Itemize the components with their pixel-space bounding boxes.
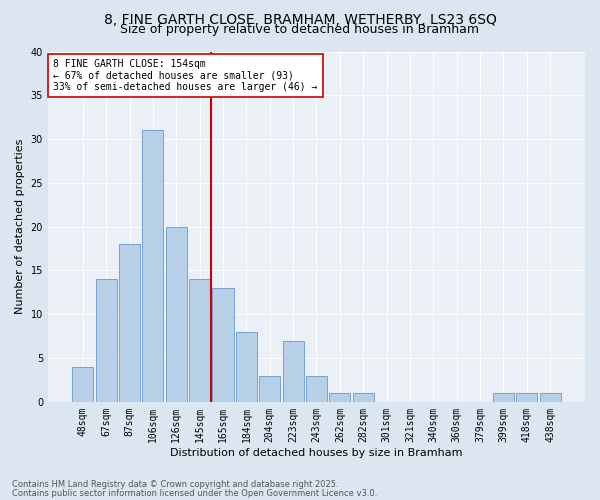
Bar xyxy=(259,376,280,402)
Bar xyxy=(283,340,304,402)
Bar xyxy=(142,130,163,402)
Bar xyxy=(353,393,374,402)
Text: Contains public sector information licensed under the Open Government Licence v3: Contains public sector information licen… xyxy=(12,488,377,498)
Bar xyxy=(236,332,257,402)
Text: 8 FINE GARTH CLOSE: 154sqm
← 67% of detached houses are smaller (93)
33% of semi: 8 FINE GARTH CLOSE: 154sqm ← 67% of deta… xyxy=(53,58,317,92)
Bar xyxy=(306,376,327,402)
Bar xyxy=(166,226,187,402)
Text: Size of property relative to detached houses in Bramham: Size of property relative to detached ho… xyxy=(121,22,479,36)
Bar xyxy=(329,393,350,402)
Text: 8, FINE GARTH CLOSE, BRAMHAM, WETHERBY, LS23 6SQ: 8, FINE GARTH CLOSE, BRAMHAM, WETHERBY, … xyxy=(104,12,496,26)
Bar xyxy=(189,279,210,402)
Y-axis label: Number of detached properties: Number of detached properties xyxy=(15,139,25,314)
Bar xyxy=(119,244,140,402)
X-axis label: Distribution of detached houses by size in Bramham: Distribution of detached houses by size … xyxy=(170,448,463,458)
Bar xyxy=(73,367,94,402)
Bar xyxy=(95,279,117,402)
Bar xyxy=(212,288,233,402)
Bar xyxy=(493,393,514,402)
Bar xyxy=(539,393,560,402)
Text: Contains HM Land Registry data © Crown copyright and database right 2025.: Contains HM Land Registry data © Crown c… xyxy=(12,480,338,489)
Bar xyxy=(516,393,537,402)
